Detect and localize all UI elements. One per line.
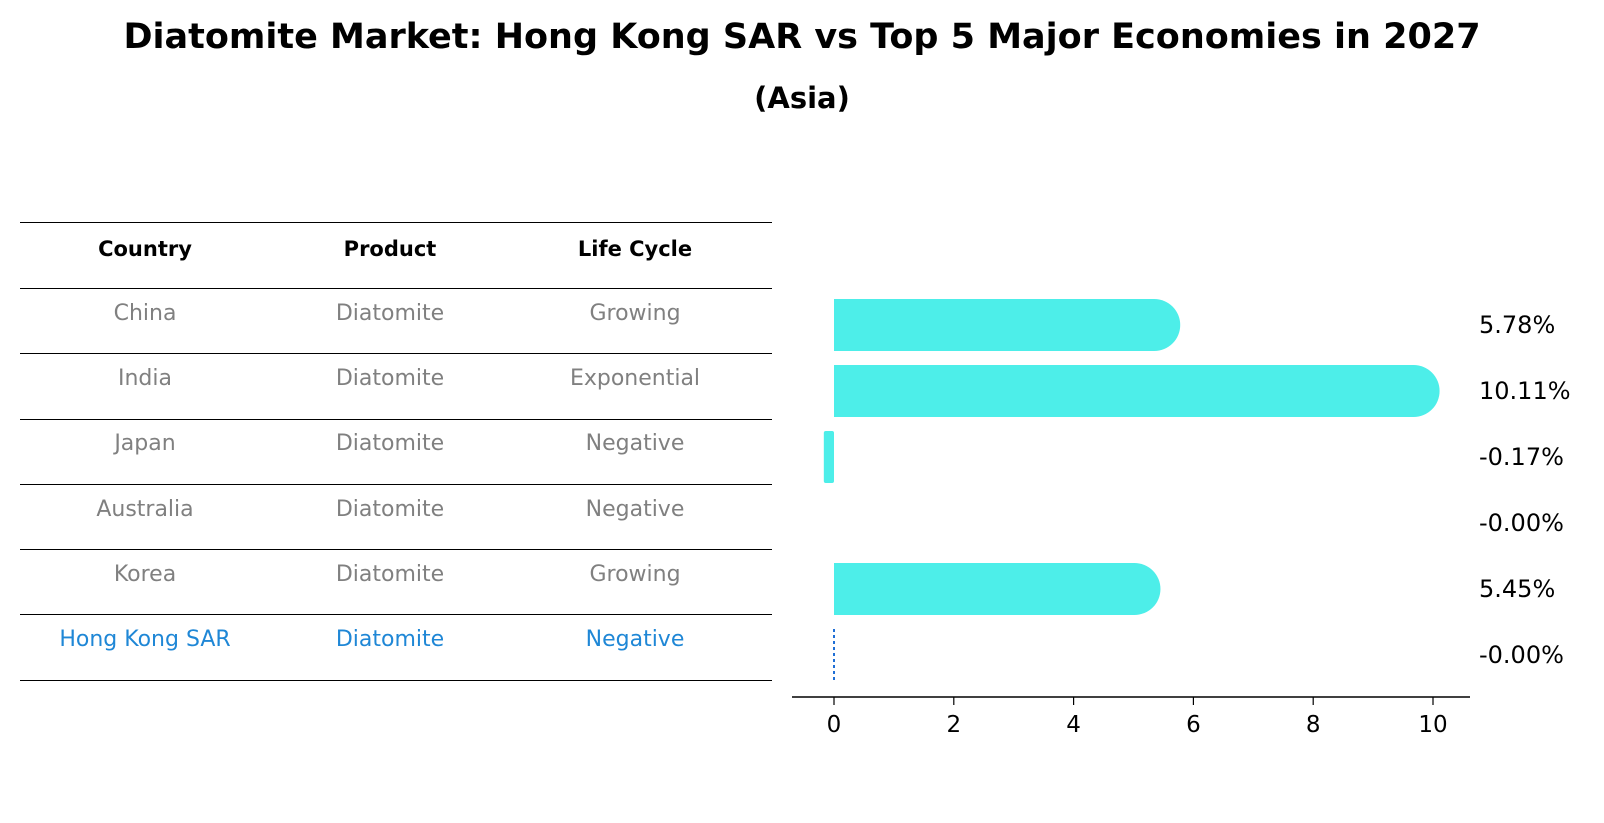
cell-country: China [113, 301, 177, 326]
bar-value-label: -0.00% [1479, 641, 1564, 669]
cell-product: Diatomite [335, 301, 445, 326]
chart-subtitle: (Asia) [754, 81, 850, 115]
table-rule [20, 484, 772, 485]
x-tick-label: 4 [1066, 712, 1081, 738]
cell-life-cycle: Exponential [569, 366, 701, 391]
bar [834, 563, 1161, 615]
table-rule [20, 680, 772, 681]
bar [834, 299, 1181, 351]
x-tick-label: 6 [1186, 712, 1201, 738]
header-life-cycle: Life Cycle [577, 237, 693, 261]
bar-value-label: 5.45% [1479, 575, 1555, 603]
cell-product: Diatomite [335, 366, 445, 391]
x-tick-label: 8 [1306, 712, 1321, 738]
bar-value-label: 5.78% [1479, 311, 1555, 339]
cell-product: Diatomite [335, 497, 445, 522]
bar-value-label: -0.00% [1479, 509, 1564, 537]
cell-country: Japan [114, 431, 176, 456]
table-rule [20, 549, 772, 550]
header-product: Product [343, 237, 437, 261]
table-rule [20, 419, 772, 420]
cell-country: Australia [96, 497, 194, 522]
table-rule [20, 288, 772, 289]
x-tick-label: 2 [946, 712, 961, 738]
x-tick-label: 10 [1418, 712, 1447, 738]
bar-value-label: -0.17% [1479, 443, 1564, 471]
cell-country: India [118, 366, 172, 391]
cell-country: Korea [113, 562, 177, 587]
x-tick-label: 0 [827, 712, 842, 738]
bar [823, 431, 834, 483]
cell-product: Diatomite [335, 562, 445, 587]
chart-title: Diatomite Market: Hong Kong SAR vs Top 5… [123, 17, 1481, 57]
cell-life-cycle-highlight: Negative [585, 627, 685, 652]
table-rule [20, 353, 772, 354]
cell-life-cycle: Growing [589, 562, 681, 587]
header-country: Country [98, 237, 192, 261]
table-rule [20, 222, 772, 223]
table-rule [20, 614, 772, 615]
bar-value-label: 10.11% [1479, 377, 1571, 405]
cell-product-highlight: Diatomite [335, 627, 445, 652]
bar [834, 365, 1440, 417]
cell-product: Diatomite [335, 431, 445, 456]
cell-country-highlight: Hong Kong SAR [59, 627, 231, 652]
cell-life-cycle: Growing [589, 301, 681, 326]
cell-life-cycle: Negative [585, 431, 685, 456]
cell-life-cycle: Negative [585, 497, 685, 522]
